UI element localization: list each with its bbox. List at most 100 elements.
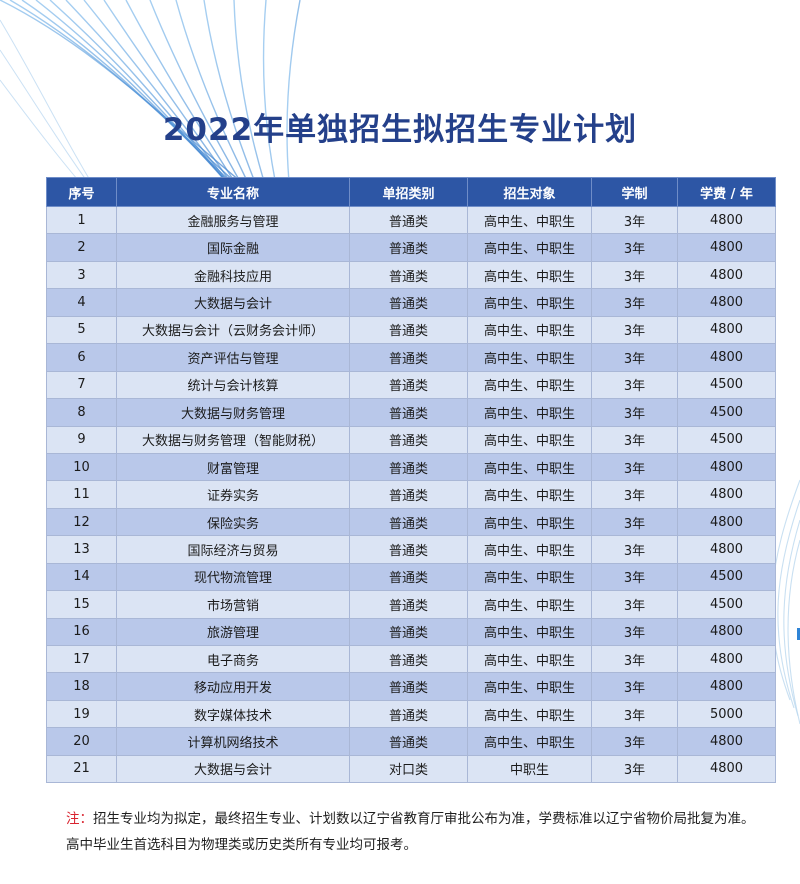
cell-index: 4: [46, 288, 117, 317]
cell-target: 高中生、中职生: [467, 507, 592, 537]
cell-duration: 3年: [591, 644, 678, 674]
cell-target: 高中生、中职生: [467, 288, 592, 317]
table-row: 5 大数据与会计（云财务会计师） 普通类 高中生、中职生 3年 4800: [46, 315, 776, 345]
cell-category: 普通类: [349, 672, 468, 701]
cell-index: 5: [46, 315, 117, 345]
cell-duration: 3年: [591, 617, 678, 647]
cell-category: 普通类: [349, 233, 468, 262]
table-row: 16 旅游管理 普通类 高中生、中职生 3年 4800: [46, 617, 776, 647]
cell-target: 高中生、中职生: [467, 644, 592, 674]
cell-category: 普通类: [349, 644, 468, 674]
cell-tuition: 4800: [677, 315, 776, 345]
cell-major: 资产评估与管理: [116, 343, 350, 372]
cell-duration: 3年: [591, 699, 678, 729]
cell-tuition: 4800: [677, 288, 776, 317]
cell-category: 普通类: [349, 205, 468, 235]
header-duration: 学制: [591, 177, 678, 207]
cell-tuition: 4800: [677, 535, 776, 564]
header-target: 招生对象: [467, 177, 592, 207]
cell-target: 高中生、中职生: [467, 727, 592, 756]
cell-target: 高中生、中职生: [467, 205, 592, 235]
cell-category: 普通类: [349, 452, 468, 482]
cell-index: 19: [46, 699, 117, 729]
cell-major: 数字媒体技术: [116, 699, 350, 729]
cell-category: 普通类: [349, 590, 468, 619]
cell-index: 11: [46, 480, 117, 509]
header-major: 专业名称: [116, 177, 350, 207]
cell-category: 对口类: [349, 754, 468, 784]
cell-target: 中职生: [467, 754, 592, 784]
cell-major: 计算机网络技术: [116, 727, 350, 756]
table-header-row: 序号 专业名称 单招类别 招生对象 学制 学费 / 年: [46, 177, 776, 207]
cell-major: 大数据与会计: [116, 754, 350, 784]
cell-target: 高中生、中职生: [467, 315, 592, 345]
table-row: 4 大数据与会计 普通类 高中生、中职生 3年 4800: [46, 288, 776, 317]
cell-index: 2: [46, 233, 117, 262]
cell-duration: 3年: [591, 205, 678, 235]
cell-tuition: 4500: [677, 590, 776, 619]
cell-major: 大数据与会计: [116, 288, 350, 317]
cell-tuition: 4800: [677, 452, 776, 482]
cell-tuition: 4800: [677, 205, 776, 235]
cell-duration: 3年: [591, 727, 678, 756]
cell-tuition: 4800: [677, 343, 776, 372]
cell-major: 金融科技应用: [116, 260, 350, 290]
cell-index: 15: [46, 590, 117, 619]
cell-index: 17: [46, 644, 117, 674]
table-row: 12 保险实务 普通类 高中生、中职生 3年 4800: [46, 507, 776, 537]
footnote: 注：招生专业均为拟定，最终招生专业、计划数以辽宁省教育厅审批公布为准，学费标准以…: [66, 806, 766, 858]
cell-major: 保险实务: [116, 507, 350, 537]
cell-target: 高中生、中职生: [467, 562, 592, 592]
header-tuition: 学费 / 年: [677, 177, 776, 207]
cell-major: 财富管理: [116, 452, 350, 482]
note-text: 招生专业均为拟定，最终招生专业、计划数以辽宁省教育厅审批公布为准，学费标准以辽宁…: [66, 811, 755, 853]
cell-tuition: 4800: [677, 480, 776, 509]
cell-target: 高中生、中职生: [467, 672, 592, 701]
cell-target: 高中生、中职生: [467, 590, 592, 619]
cell-category: 普通类: [349, 699, 468, 729]
cell-index: 3: [46, 260, 117, 290]
table-row: 17 电子商务 普通类 高中生、中职生 3年 4800: [46, 644, 776, 674]
table-row: 21 大数据与会计 对口类 中职生 3年 4800: [46, 754, 776, 784]
cell-target: 高中生、中职生: [467, 398, 592, 427]
cell-major: 金融服务与管理: [116, 205, 350, 235]
cell-tuition: 4800: [677, 644, 776, 674]
cell-duration: 3年: [591, 343, 678, 372]
cell-duration: 3年: [591, 562, 678, 592]
cell-index: 16: [46, 617, 117, 647]
header-category: 单招类别: [349, 177, 468, 207]
table-row: 18 移动应用开发 普通类 高中生、中职生 3年 4800: [46, 672, 776, 701]
header-index: 序号: [46, 177, 117, 207]
cell-major: 大数据与财务管理（智能财税）: [116, 425, 350, 454]
cell-major: 现代物流管理: [116, 562, 350, 592]
cell-target: 高中生、中职生: [467, 617, 592, 647]
cell-duration: 3年: [591, 260, 678, 290]
cell-category: 普通类: [349, 507, 468, 537]
table-row: 11 证券实务 普通类 高中生、中职生 3年 4800: [46, 480, 776, 509]
cell-category: 普通类: [349, 562, 468, 592]
cell-target: 高中生、中职生: [467, 425, 592, 454]
cell-index: 18: [46, 672, 117, 701]
cell-category: 普通类: [349, 288, 468, 317]
cell-tuition: 4800: [677, 260, 776, 290]
table-row: 9 大数据与财务管理（智能财税） 普通类 高中生、中职生 3年 4500: [46, 425, 776, 454]
cell-category: 普通类: [349, 535, 468, 564]
table-row: 13 国际经济与贸易 普通类 高中生、中职生 3年 4800: [46, 535, 776, 564]
cell-tuition: 4800: [677, 727, 776, 756]
cell-major: 电子商务: [116, 644, 350, 674]
cell-index: 14: [46, 562, 117, 592]
table-body: 1 金融服务与管理 普通类 高中生、中职生 3年 4800 2 国际金融 普通类 高中生、中职生 3…: [46, 205, 776, 784]
cell-duration: 3年: [591, 315, 678, 345]
cell-duration: 3年: [591, 480, 678, 509]
cell-index: 7: [46, 370, 117, 400]
cell-target: 高中生、中职生: [467, 452, 592, 482]
cell-category: 普通类: [349, 370, 468, 400]
cell-target: 高中生、中职生: [467, 480, 592, 509]
cell-category: 普通类: [349, 343, 468, 372]
cell-tuition: 4800: [677, 233, 776, 262]
page-title: 2022年单独招生拟招生专业计划: [162, 112, 638, 148]
cell-major: 国际金融: [116, 233, 350, 262]
cell-category: 普通类: [349, 398, 468, 427]
cell-category: 普通类: [349, 425, 468, 454]
cell-target: 高中生、中职生: [467, 370, 592, 400]
